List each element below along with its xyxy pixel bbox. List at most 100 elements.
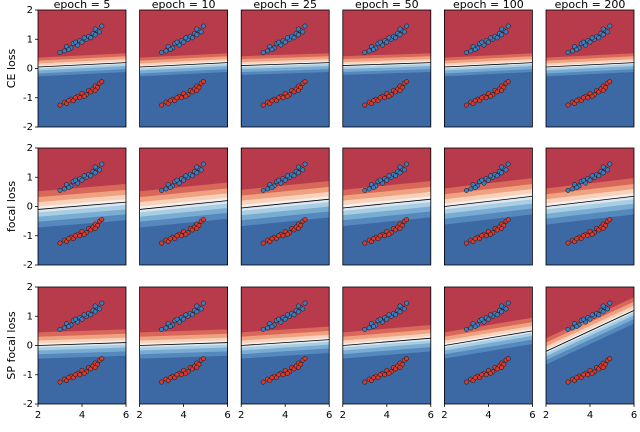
data-point bbox=[194, 225, 200, 231]
data-point bbox=[600, 309, 606, 315]
data-point bbox=[295, 170, 301, 176]
data-point bbox=[585, 372, 591, 378]
panel bbox=[241, 148, 330, 265]
data-point bbox=[260, 187, 266, 193]
panel bbox=[38, 10, 126, 127]
data-point bbox=[88, 35, 94, 41]
data-point bbox=[200, 161, 206, 167]
data-point bbox=[260, 49, 266, 55]
data-point bbox=[589, 370, 595, 376]
panel bbox=[546, 10, 634, 127]
data-point bbox=[295, 87, 301, 93]
data-point bbox=[384, 39, 390, 45]
data-point bbox=[600, 303, 606, 309]
data-point bbox=[265, 48, 271, 54]
y-tick-label: -1 bbox=[23, 93, 33, 104]
data-point bbox=[377, 177, 383, 183]
data-point bbox=[397, 87, 403, 93]
data-point bbox=[280, 233, 286, 239]
y-tick-label: 2 bbox=[27, 5, 33, 16]
data-point bbox=[479, 316, 485, 322]
contour-band bbox=[444, 287, 533, 333]
data-point bbox=[393, 312, 399, 318]
data-point bbox=[503, 29, 509, 35]
x-tick-label: 4 bbox=[282, 410, 288, 421]
panel bbox=[139, 10, 228, 127]
data-point bbox=[479, 372, 485, 378]
data-point bbox=[362, 326, 368, 332]
data-point bbox=[463, 379, 469, 385]
data-point bbox=[494, 312, 500, 318]
y-tick-label: 0 bbox=[27, 341, 33, 352]
data-point bbox=[479, 39, 485, 45]
data-point bbox=[397, 170, 403, 176]
data-point bbox=[499, 32, 505, 38]
data-point bbox=[194, 26, 200, 32]
contour-band bbox=[444, 10, 533, 58]
data-point bbox=[174, 177, 180, 183]
axes-frame bbox=[139, 147, 229, 266]
data-point bbox=[585, 95, 591, 101]
data-point bbox=[589, 35, 595, 41]
data-point bbox=[587, 316, 593, 322]
data-point bbox=[569, 48, 575, 54]
data-point bbox=[483, 233, 489, 239]
data-point bbox=[569, 325, 575, 331]
data-point bbox=[472, 47, 478, 52]
data-point bbox=[183, 93, 189, 99]
data-point bbox=[57, 379, 63, 385]
contour-band bbox=[342, 72, 431, 127]
data-point bbox=[163, 186, 169, 192]
contour-band bbox=[38, 220, 126, 265]
data-point bbox=[159, 49, 165, 55]
x-tick-label: 4 bbox=[384, 410, 390, 421]
y-tick-label: 2 bbox=[27, 143, 33, 154]
panel bbox=[342, 148, 431, 265]
contour-band bbox=[342, 287, 431, 333]
data-point bbox=[565, 379, 571, 385]
data-point bbox=[488, 312, 494, 318]
decision-boundary bbox=[139, 62, 228, 68]
panel bbox=[546, 148, 634, 265]
data-point bbox=[198, 29, 204, 35]
contour-band bbox=[139, 218, 228, 265]
contour-band bbox=[139, 72, 228, 127]
contour-band bbox=[444, 148, 533, 189]
data-point bbox=[503, 306, 509, 312]
data-point bbox=[66, 236, 72, 242]
data-point bbox=[163, 48, 169, 54]
decision-boundary bbox=[444, 330, 533, 346]
axes-frame bbox=[443, 9, 533, 128]
data-point bbox=[284, 231, 290, 237]
data-point bbox=[404, 356, 410, 362]
data-point bbox=[499, 309, 505, 315]
data-point bbox=[362, 240, 368, 246]
decision-boundary bbox=[241, 62, 330, 66]
data-point bbox=[72, 95, 78, 101]
data-point bbox=[366, 48, 372, 54]
data-point bbox=[371, 98, 377, 104]
data-point bbox=[300, 306, 306, 312]
data-point bbox=[607, 300, 613, 306]
data-point bbox=[295, 364, 301, 370]
data-point bbox=[181, 39, 187, 45]
data-point bbox=[81, 370, 87, 376]
data-point bbox=[488, 231, 494, 237]
data-point bbox=[574, 375, 580, 381]
data-point bbox=[503, 167, 509, 173]
data-point bbox=[178, 233, 184, 239]
data-point bbox=[397, 32, 403, 38]
data-point bbox=[269, 375, 275, 381]
data-point bbox=[401, 167, 407, 173]
data-point bbox=[159, 379, 165, 385]
data-point bbox=[189, 312, 195, 318]
axes-frame bbox=[139, 9, 229, 128]
data-point bbox=[194, 164, 200, 170]
data-point bbox=[587, 177, 593, 183]
data-point bbox=[505, 161, 511, 167]
data-point bbox=[194, 309, 200, 315]
data-point bbox=[463, 240, 469, 246]
data-point bbox=[565, 49, 571, 55]
contour-band bbox=[38, 148, 126, 192]
data-point bbox=[79, 316, 85, 322]
